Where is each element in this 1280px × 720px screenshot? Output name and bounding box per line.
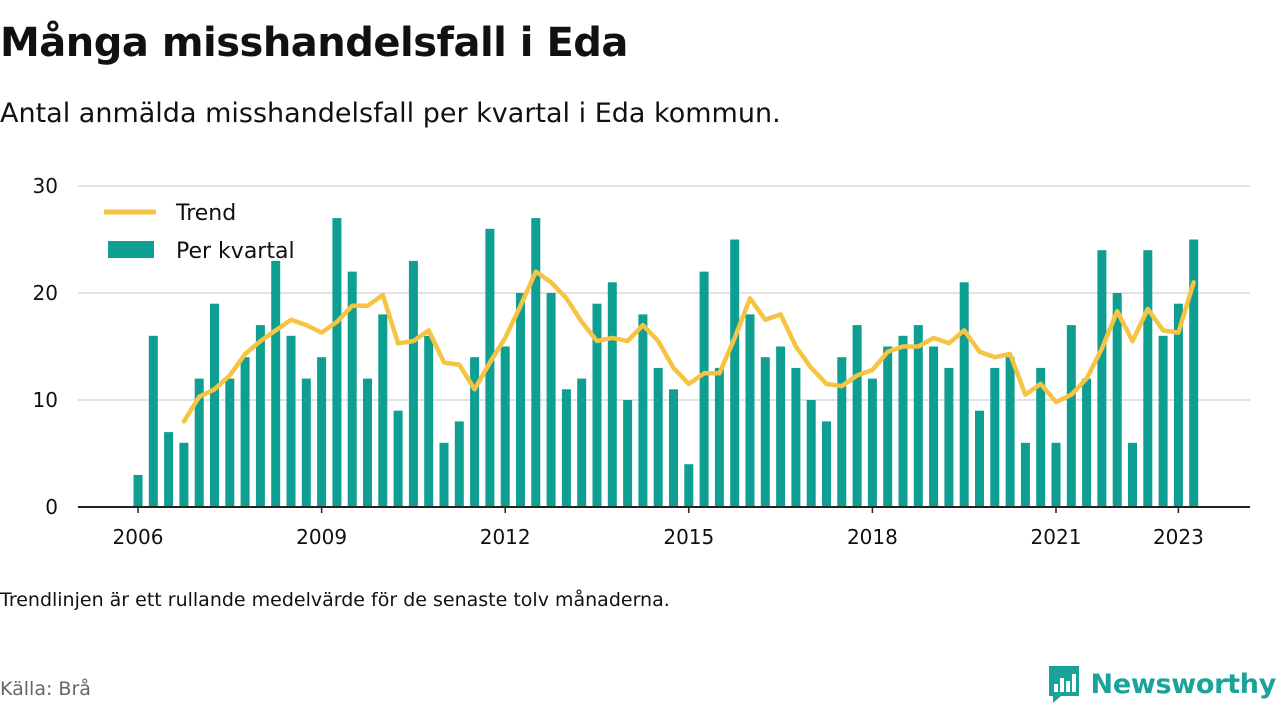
bar xyxy=(408,260,418,507)
trend-line xyxy=(181,269,1196,424)
y-tick-label: 20 xyxy=(33,281,58,305)
bar xyxy=(1036,367,1046,507)
y-tick-label: 0 xyxy=(45,495,58,519)
bar xyxy=(776,346,786,507)
bar xyxy=(286,335,296,507)
bar xyxy=(623,400,633,507)
bar xyxy=(378,314,388,507)
trend-line-group xyxy=(181,269,1196,424)
bar xyxy=(470,357,480,507)
footnote: Trendlinjen är ett rullande medelvärde f… xyxy=(0,589,670,611)
bar xyxy=(1143,250,1153,507)
bar xyxy=(424,335,434,507)
bar xyxy=(944,367,954,507)
bar xyxy=(913,325,923,507)
bar xyxy=(791,367,801,507)
bar xyxy=(255,325,265,507)
x-tick-label: 2012 xyxy=(480,525,531,549)
bar xyxy=(867,378,877,507)
legend-trend-label: Trend xyxy=(175,201,236,226)
bar xyxy=(1066,325,1076,507)
x-tick-label: 2009 xyxy=(296,525,347,549)
bar xyxy=(852,325,862,507)
bar xyxy=(638,314,648,507)
bar xyxy=(363,378,372,507)
bar xyxy=(148,335,158,507)
bar xyxy=(822,421,831,507)
bar xyxy=(1158,335,1168,507)
bar xyxy=(210,303,219,507)
axes: 0 10 20 30 2006 2009 2012 2015 2018 2021 2023 xyxy=(33,174,1250,549)
bar xyxy=(1020,442,1030,507)
bar xyxy=(959,282,969,507)
bar xyxy=(225,378,235,507)
bar xyxy=(730,239,740,507)
bar xyxy=(332,218,342,507)
bar xyxy=(760,357,770,507)
bar xyxy=(745,314,755,507)
newsworthy-logo-icon xyxy=(1048,666,1079,703)
bar xyxy=(179,442,189,507)
bar xyxy=(607,282,617,507)
legend-bar-label: Per kvartal xyxy=(176,239,295,264)
bar xyxy=(669,389,678,507)
x-tick-label: 2021 xyxy=(1031,525,1082,549)
bar xyxy=(990,367,1000,507)
bar xyxy=(929,346,939,507)
bar xyxy=(684,464,694,507)
bar xyxy=(531,218,541,507)
chart-subtitle: Antal anmälda misshandelsfall per kvarta… xyxy=(0,98,781,129)
bar xyxy=(347,271,357,507)
bar xyxy=(271,260,281,507)
source-label: Källa: Brå xyxy=(0,678,91,700)
legend-bar-swatch xyxy=(108,241,154,258)
bar xyxy=(577,378,587,507)
bar xyxy=(883,346,893,507)
chart-title: Många misshandelsfall i Eda xyxy=(0,20,628,66)
bar xyxy=(1189,239,1199,507)
bar xyxy=(1005,357,1015,507)
x-tick-label: 2006 xyxy=(113,525,164,549)
bar xyxy=(561,389,571,507)
bar xyxy=(240,357,250,507)
x-tick-label: 2023 xyxy=(1153,525,1204,549)
bar xyxy=(975,410,984,507)
bar xyxy=(485,228,495,508)
bar xyxy=(546,293,556,507)
bar xyxy=(1128,442,1137,507)
y-tick-label: 30 xyxy=(33,174,58,198)
y-tick-label: 10 xyxy=(33,388,58,412)
bar xyxy=(439,442,449,507)
bars xyxy=(133,218,1199,508)
bar xyxy=(837,357,847,507)
bar xyxy=(1097,250,1107,507)
x-tick-label: 2018 xyxy=(847,525,898,549)
bar xyxy=(317,357,327,507)
brand-logo: Newsworthy xyxy=(1047,664,1276,704)
bar xyxy=(454,421,464,507)
bar xyxy=(714,367,724,507)
bar xyxy=(500,346,510,507)
bar xyxy=(164,432,174,507)
bar xyxy=(301,378,311,507)
bar xyxy=(898,335,908,507)
bar xyxy=(653,367,663,507)
bar xyxy=(516,293,525,507)
brand-name: Newsworthy xyxy=(1090,668,1277,700)
bar xyxy=(194,378,204,507)
x-tick-label: 2015 xyxy=(663,525,714,549)
bar xyxy=(1082,378,1092,507)
bar xyxy=(592,303,602,507)
bar xyxy=(699,271,709,507)
bar xyxy=(393,410,403,507)
bar-chart: 0 10 20 30 2006 2009 2012 2015 2018 2021 2023 Tren… xyxy=(33,174,1250,549)
bar xyxy=(1173,303,1183,507)
bar xyxy=(1112,293,1122,507)
bar xyxy=(1051,442,1061,507)
bar xyxy=(806,400,816,507)
bar xyxy=(133,474,143,507)
legend: Trend Per kvartal xyxy=(104,201,295,264)
